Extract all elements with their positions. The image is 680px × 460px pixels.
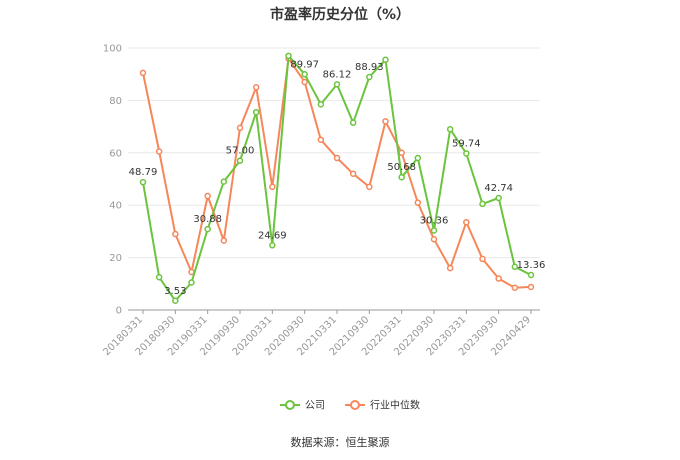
- data-point: [204, 192, 211, 200]
- chart-title: 市盈率历史分位（%）: [270, 6, 410, 23]
- data-label: 30.36: [420, 215, 449, 226]
- data-point: [511, 284, 519, 291]
- data-label: 13.36: [517, 260, 546, 271]
- data-label: 24.69: [258, 230, 287, 241]
- data-point: [333, 81, 341, 88]
- data-label: 89.97: [290, 59, 319, 70]
- data-point: [479, 200, 486, 208]
- y-tick-label: 0: [116, 306, 122, 317]
- series-line-0: [142, 54, 532, 302]
- data-point: [220, 178, 228, 185]
- data-point: [430, 227, 438, 234]
- data-point: [155, 274, 163, 281]
- data-point: [495, 194, 502, 202]
- data-point: [479, 255, 486, 263]
- data-point: [430, 236, 438, 243]
- data-point: [382, 118, 389, 125]
- data-point: [236, 124, 244, 132]
- data-point: [398, 149, 405, 157]
- data-point: [511, 263, 519, 271]
- data-point: [172, 230, 179, 238]
- data-point: [463, 218, 470, 226]
- data-point: [155, 148, 163, 155]
- data-label: 3.53: [164, 286, 186, 297]
- data-point: [236, 157, 244, 164]
- data-point: [446, 125, 454, 133]
- data-point: [139, 178, 147, 186]
- y-axis: 0 20 40 60 80 100: [103, 44, 122, 317]
- data-point: [285, 52, 292, 60]
- legend-label: 公司: [305, 401, 325, 412]
- data-point: [252, 84, 260, 91]
- y-tick-label: 100: [103, 44, 122, 55]
- y-tick-label: 80: [109, 96, 122, 107]
- data-point: [220, 237, 228, 244]
- data-point: [317, 101, 325, 108]
- data-label: 59.74: [452, 138, 481, 149]
- data-point: [269, 242, 276, 249]
- data-label: 57.00: [226, 146, 255, 157]
- data-point: [349, 119, 357, 126]
- data-point: [139, 69, 147, 77]
- legend[interactable]: 公司 行业中位数: [280, 399, 420, 412]
- grid: [128, 47, 540, 259]
- data-label: 30.88: [193, 214, 222, 225]
- data-point: [269, 183, 276, 191]
- data-point: [172, 297, 179, 305]
- legend-marker: [285, 400, 295, 410]
- series-lines: [139, 52, 535, 305]
- data-label: 88.93: [355, 62, 384, 73]
- x-axis: 2018033120180930201903312019093020200331…: [101, 309, 540, 358]
- data-point: [463, 150, 470, 157]
- data-point: [349, 170, 357, 178]
- data-point: [317, 136, 325, 143]
- data-point: [446, 264, 454, 272]
- data-point: [301, 78, 308, 86]
- data-point: [301, 71, 308, 78]
- data-point: [333, 154, 341, 162]
- data-label: 86.12: [323, 69, 352, 80]
- data-label: 50.68: [387, 162, 416, 173]
- legend-label: 行业中位数: [370, 399, 420, 412]
- data-point: [414, 154, 422, 162]
- data-point: [188, 279, 195, 286]
- y-tick-label: 60: [109, 148, 122, 159]
- data-point: [252, 108, 260, 116]
- data-source: 数据来源：恒生聚源: [291, 435, 390, 449]
- data-label: 42.74: [484, 183, 513, 194]
- y-tick-label: 40: [109, 201, 122, 212]
- legend-marker: [350, 400, 360, 410]
- data-point: [495, 275, 502, 282]
- data-point: [366, 183, 373, 191]
- data-point: [204, 225, 211, 233]
- data-point: [366, 73, 373, 81]
- data-point: [527, 283, 535, 291]
- data-point: [527, 271, 535, 279]
- y-tick-label: 20: [109, 253, 122, 264]
- data-label: 48.79: [129, 167, 158, 178]
- data-point: [398, 173, 405, 181]
- data-point: [414, 199, 422, 206]
- data-point: [382, 56, 389, 64]
